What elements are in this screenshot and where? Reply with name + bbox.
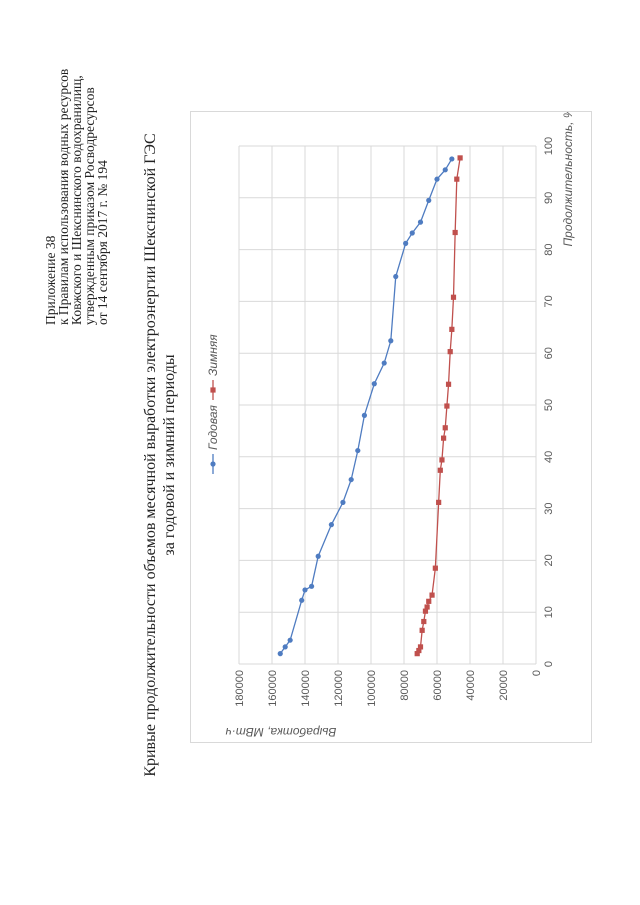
x-tick-label: 80 <box>543 243 555 255</box>
series-1-point <box>409 230 415 236</box>
series-2-point <box>432 565 438 571</box>
series-line-1 <box>279 158 453 655</box>
series-1-point <box>299 597 305 603</box>
series-1-point <box>434 176 440 182</box>
x-tick-label: 40 <box>543 451 555 463</box>
series-1-point <box>361 412 367 418</box>
series-2-point <box>449 326 455 332</box>
x-tick-label: 50 <box>543 399 555 411</box>
series-1-point <box>403 240 409 246</box>
series-1-point <box>371 381 377 387</box>
y-tick-label: 20000 <box>498 670 510 701</box>
series-2-point <box>441 435 447 441</box>
legend-marker-1 <box>210 461 216 467</box>
series-1-point <box>426 197 432 203</box>
y-tick-label: 80000 <box>399 670 411 701</box>
series-2-point <box>417 644 424 650</box>
axis-layer: 0 10 20 30 40 50 60 70 80 90 100 0 20000 40000 60000 80… <box>226 107 575 739</box>
series-2-point <box>445 381 452 387</box>
x-tick-label: 60 <box>543 347 555 359</box>
series-1-point <box>282 644 288 650</box>
series-1-point <box>381 360 387 366</box>
series-layer <box>277 155 463 657</box>
series-2-point <box>450 294 457 300</box>
series-2-point <box>457 155 463 161</box>
duration-curves-chart: 0 10 20 30 40 50 60 70 80 90 100 0 20000 40000 60000 80… <box>206 107 575 739</box>
y-tick-label: 0 <box>531 670 543 676</box>
series-1-point <box>449 156 455 162</box>
title-line: Кривые продолжительности объемов месячно… <box>142 133 159 777</box>
grid-layer <box>238 145 537 665</box>
page-title: Кривые продолжительности объемов месячно… <box>141 95 179 815</box>
series-1-point <box>315 553 321 559</box>
x-tick-label: 0 <box>543 661 555 667</box>
y-tick-label: 160000 <box>267 670 279 707</box>
x-tick-label: 10 <box>543 606 555 618</box>
series-2-point <box>436 499 442 505</box>
series-2-point <box>426 598 432 604</box>
series-1-point <box>348 476 354 483</box>
series-2-point <box>421 618 427 625</box>
legend-marker-2 <box>210 387 216 393</box>
series-2-point <box>447 349 453 355</box>
y-tick-label: 120000 <box>333 670 345 707</box>
title-line: за годовой и зимний периоды <box>161 354 178 556</box>
series-2-point <box>442 425 448 431</box>
series-2-point <box>429 592 435 598</box>
x-tick-label: 30 <box>543 502 555 514</box>
series-1-point <box>302 587 308 593</box>
y-tick-label: 140000 <box>300 670 312 707</box>
appendix-header: Приложение 38 к Правилам использования в… <box>43 5 110 325</box>
x-tick-label: 100 <box>543 137 555 155</box>
series-2-point <box>439 457 445 463</box>
series-2-point <box>424 604 430 610</box>
series-2-point <box>422 608 429 614</box>
legend-label-1: Годовая <box>206 404 220 450</box>
chart-frame: 0 10 20 30 40 50 60 70 80 90 100 0 20000 40000 60000 80… <box>190 107 592 743</box>
series-2-point <box>419 627 425 633</box>
series-2-point <box>444 403 450 409</box>
series-1-point <box>287 637 293 643</box>
series-1-point <box>340 499 346 505</box>
y-tick-label: 60000 <box>432 670 444 701</box>
header-line: от 14 сентября 2017 г. № 194 <box>95 160 110 325</box>
series-1-point <box>388 338 394 344</box>
y-axis-title: Выработка, МВт·ч <box>226 725 337 739</box>
x-axis-title: Продолжительность, % <box>561 112 575 247</box>
series-2-point <box>437 467 443 473</box>
series-2-point <box>452 229 458 236</box>
series-1-point <box>393 273 399 280</box>
series-1-point <box>277 651 283 657</box>
y-tick-label: 40000 <box>465 670 477 701</box>
series-1-point <box>355 447 361 454</box>
y-tick-label: 100000 <box>366 670 378 707</box>
legend-label-2: Зимняя <box>206 334 220 376</box>
series-1-point <box>328 522 334 528</box>
series-1-point <box>309 583 315 589</box>
y-tick-label: 180000 <box>234 670 246 707</box>
series-2-point <box>454 176 460 182</box>
x-tick-label: 20 <box>543 554 555 566</box>
x-tick-label: 90 <box>543 192 555 204</box>
series-1-point <box>417 219 424 225</box>
legend: Годовая Зимняя <box>206 334 220 474</box>
x-tick-label: 70 <box>543 295 555 307</box>
series-1-point <box>442 167 448 173</box>
